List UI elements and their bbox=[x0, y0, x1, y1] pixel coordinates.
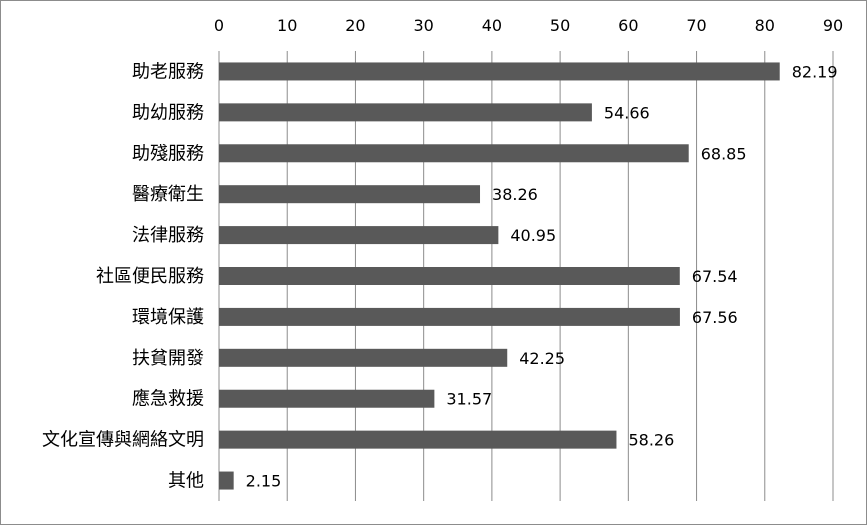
category-label: 其他 bbox=[168, 471, 204, 492]
data-label: 68.85 bbox=[701, 144, 747, 163]
category-label: 扶貧開發 bbox=[132, 348, 204, 369]
x-tick-label: 90 bbox=[823, 16, 843, 35]
category-label: 文化宣傳與網絡文明 bbox=[42, 430, 204, 451]
bar bbox=[219, 430, 617, 449]
data-label: 40.95 bbox=[510, 226, 556, 245]
x-tick-label: 30 bbox=[413, 16, 433, 35]
bar bbox=[219, 471, 234, 490]
data-label: 42.25 bbox=[519, 349, 565, 368]
x-tick-label: 20 bbox=[345, 16, 365, 35]
data-label: 2.15 bbox=[246, 472, 282, 491]
data-label: 54.66 bbox=[604, 103, 650, 122]
bar bbox=[219, 103, 592, 122]
category-label: 社區便民服務 bbox=[96, 266, 204, 287]
bar bbox=[219, 62, 780, 81]
category-label: 助幼服務 bbox=[132, 102, 204, 123]
x-tick-label: 40 bbox=[482, 16, 502, 35]
bar bbox=[219, 144, 689, 163]
x-tick-label: 70 bbox=[686, 16, 706, 35]
category-label: 法律服務 bbox=[132, 225, 204, 246]
data-label: 38.26 bbox=[492, 185, 538, 204]
data-label: 31.57 bbox=[446, 390, 492, 409]
data-label: 82.19 bbox=[792, 62, 838, 81]
category-label: 助殘服務 bbox=[132, 143, 204, 164]
bar bbox=[219, 348, 508, 367]
category-label: 助老服務 bbox=[132, 61, 204, 82]
data-label: 58.26 bbox=[628, 431, 674, 450]
category-label: 醫療衛生 bbox=[132, 184, 204, 205]
bar bbox=[219, 307, 680, 326]
x-tick-label: 60 bbox=[618, 16, 638, 35]
category-label: 環境保護 bbox=[132, 307, 204, 328]
x-tick-label: 80 bbox=[755, 16, 775, 35]
category-label: 應急救援 bbox=[132, 388, 204, 410]
data-label: 67.56 bbox=[692, 308, 738, 327]
x-tick-label: 0 bbox=[214, 16, 224, 35]
bar bbox=[219, 185, 481, 204]
x-tick-label: 50 bbox=[550, 16, 570, 35]
bar bbox=[219, 267, 680, 285]
bar bbox=[219, 389, 435, 408]
x-tick-label: 10 bbox=[277, 16, 297, 35]
bar bbox=[219, 226, 499, 245]
data-label: 67.54 bbox=[692, 267, 738, 286]
